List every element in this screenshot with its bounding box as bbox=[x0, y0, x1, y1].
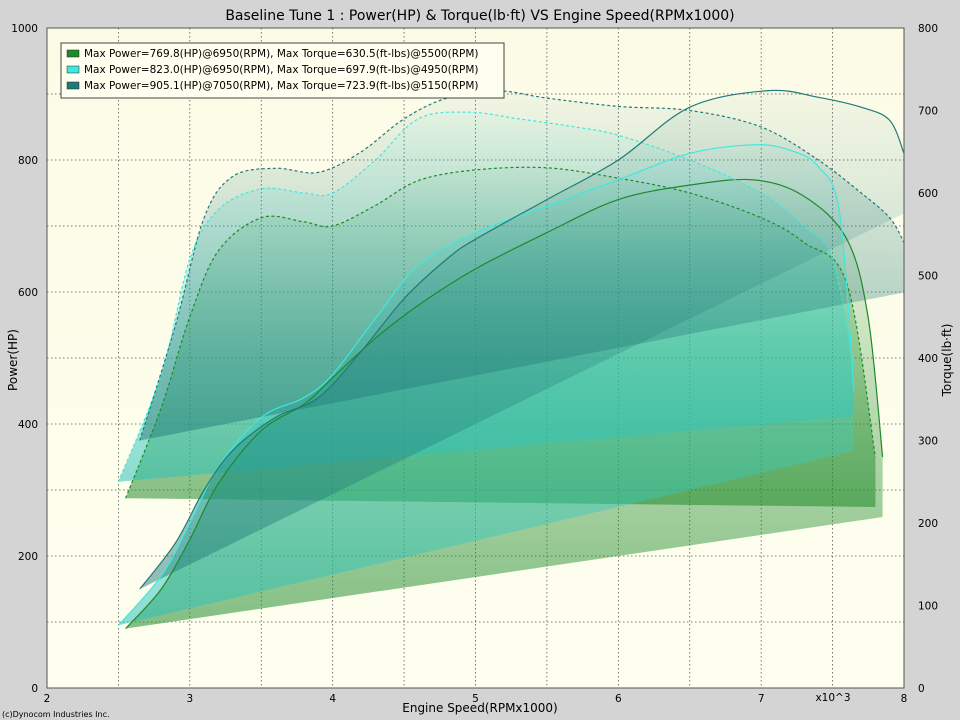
torque-fill-series-3 bbox=[139, 90, 905, 441]
legend-swatch-3 bbox=[66, 81, 80, 90]
legend-entry-3: Max Power=905.1(HP)@7050(RPM), Max Torqu… bbox=[84, 80, 478, 92]
y-tick-label-left: 400 bbox=[18, 419, 38, 431]
x-tick-label: 3 bbox=[186, 693, 193, 705]
power-line-series-1 bbox=[125, 178, 884, 629]
series-lines bbox=[117, 89, 905, 629]
y-tick-label-right: 0 bbox=[918, 683, 925, 695]
y-tick-label-left: 600 bbox=[18, 287, 38, 299]
y-tick-label-right: 200 bbox=[918, 518, 938, 530]
tick-labels: 2 3 4 5 6 7 8020040060080010000100200300400500… bbox=[11, 23, 938, 705]
x-tick-label: 8 bbox=[901, 693, 908, 705]
x-tick-label: 6 bbox=[615, 693, 622, 705]
power-line-series-3 bbox=[139, 89, 905, 590]
y-tick-label-right: 500 bbox=[918, 271, 938, 283]
legend-entry-1: Max Power=769.8(HP)@6950(RPM), Max Torqu… bbox=[84, 48, 478, 60]
x-tick-label: 4 bbox=[329, 693, 336, 705]
y-tick-label-right: 300 bbox=[918, 436, 938, 448]
legend-swatch-1 bbox=[66, 49, 80, 58]
y-tick-label-left: 1000 bbox=[11, 23, 38, 35]
torque-line-series-2 bbox=[117, 111, 855, 483]
legend: Max Power=769.8(HP)@6950(RPM), Max Torqu… bbox=[60, 42, 505, 99]
y-axis-label-right: Torque(lb·ft) bbox=[940, 324, 954, 398]
x-tick-label: 2 bbox=[44, 693, 51, 705]
x-tick-label: 5 bbox=[472, 693, 479, 705]
y-tick-label-left: 800 bbox=[18, 155, 38, 167]
x-multiplier-label: x10^3 bbox=[815, 692, 850, 704]
y-tick-label-right: 100 bbox=[918, 601, 938, 613]
x-axis-label: Engine Speed(RPMx1000) bbox=[402, 701, 558, 715]
y-tick-label-right: 400 bbox=[918, 353, 938, 365]
legend-swatch-2 bbox=[66, 65, 80, 74]
y-tick-label-right: 700 bbox=[918, 106, 938, 118]
legend-box bbox=[60, 42, 505, 99]
torque-line-series-1 bbox=[125, 166, 876, 499]
y-tick-label-left: 0 bbox=[31, 683, 38, 695]
chart-title: Baseline Tune 1 : Power(HP) & Torque(lb·… bbox=[225, 8, 734, 24]
x-tick-label: 7 bbox=[758, 693, 765, 705]
credit-text: (c)Dynocom Industries Inc. bbox=[2, 710, 110, 719]
series-fills bbox=[118, 90, 905, 629]
y-tick-label-left: 200 bbox=[18, 551, 38, 563]
legend-entry-2: Max Power=823.0(HP)@6950(RPM), Max Torqu… bbox=[84, 64, 478, 76]
torque-line-series-3 bbox=[139, 90, 905, 441]
y-tick-label-right: 600 bbox=[918, 188, 938, 200]
y-axis-label-left: Power(HP) bbox=[6, 329, 20, 391]
y-tick-label-right: 800 bbox=[918, 23, 938, 35]
